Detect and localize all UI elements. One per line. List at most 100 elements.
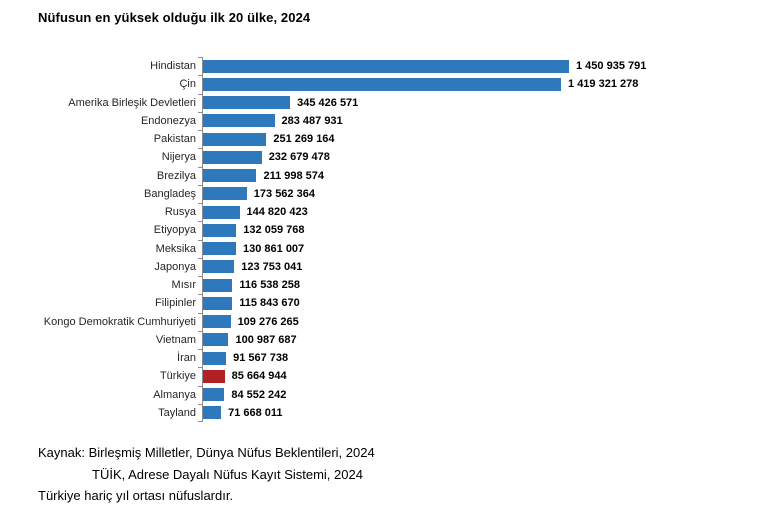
category-label: Bangladeş xyxy=(144,187,196,200)
value-label: 115 843 670 xyxy=(239,297,300,310)
category-label: Hindistan xyxy=(150,60,196,72)
bar-track: 109 276 265 xyxy=(203,313,748,331)
category-label: Kongo Demokratik Cumhuriyeti xyxy=(43,315,196,328)
bar-track: 232 679 478 xyxy=(203,148,748,166)
bar xyxy=(203,187,247,201)
category-label: Nijerya xyxy=(161,151,196,164)
bar xyxy=(203,59,569,73)
bar-row: Çin 1 419 321 278 xyxy=(38,75,748,93)
bar xyxy=(203,296,233,310)
value-label: 91 567 738 xyxy=(233,352,289,365)
bar-row: Meksika 130 861 007 xyxy=(38,240,748,258)
bar-row: Brezilya 211 998 574 xyxy=(38,167,748,185)
bar xyxy=(203,351,227,365)
bar xyxy=(203,315,231,329)
bar-row: Almanya 84 552 242 xyxy=(38,386,748,404)
category-label: Brezilya xyxy=(156,169,196,182)
bar xyxy=(203,77,562,91)
category-label: Çin xyxy=(179,78,196,91)
axis-tick xyxy=(198,404,202,405)
bar-row: Vietnam 100 987 687 xyxy=(38,331,748,349)
bar xyxy=(203,223,237,237)
bar-track: 173 562 364 xyxy=(203,185,748,203)
axis-tick xyxy=(198,349,202,350)
axis-tick xyxy=(198,75,202,76)
value-label: 144 820 423 xyxy=(246,206,308,219)
bar-track: 116 538 258 xyxy=(203,276,748,294)
axis-tick xyxy=(198,221,202,222)
bar xyxy=(203,169,257,183)
bar-row: Mısır 116 538 258 xyxy=(38,276,748,294)
axis-tick xyxy=(198,167,202,168)
value-label: 345 426 571 xyxy=(297,96,359,109)
bar-track: 84 552 242 xyxy=(203,386,748,404)
bar-row: Japonya 123 753 041 xyxy=(38,258,748,276)
bar-rows-container: Hindistan 1 450 935 791 Çin 1 419 321 278 Am… xyxy=(38,57,748,422)
bar-track: 283 487 931 xyxy=(203,112,748,130)
bar xyxy=(203,406,222,420)
category-label: Almanya xyxy=(153,388,196,401)
bar-track: 132 059 768 xyxy=(203,221,748,239)
bar-row: Kongo Demokratik Cumhuriyeti 109 276 265 xyxy=(38,313,748,331)
category-label: Rusya xyxy=(164,206,196,218)
bar-row: Bangladeş 173 562 364 xyxy=(38,185,748,203)
category-label: Japonya xyxy=(154,260,196,273)
category-label: Endonezya xyxy=(140,114,196,127)
bar-row: Amerika Birleşik Devletleri 345 426 571 xyxy=(38,94,748,112)
value-label: 84 552 242 xyxy=(231,388,287,401)
axis-tick xyxy=(198,421,202,422)
axis-tick xyxy=(198,57,202,58)
bar-track: 211 998 574 xyxy=(203,167,748,185)
bar-chart: Hindistan 1 450 935 791 Çin 1 419 321 278 Am… xyxy=(38,57,748,422)
axis-tick xyxy=(198,240,202,241)
value-label: 71 668 011 xyxy=(228,406,283,419)
bar xyxy=(203,132,267,146)
bar-track: 251 269 164 xyxy=(203,130,748,148)
bar-row: Pakistan 251 269 164 xyxy=(38,130,748,148)
value-label: 283 487 931 xyxy=(281,114,343,127)
value-label: 123 753 041 xyxy=(241,260,303,273)
axis-tick xyxy=(198,185,202,186)
bar-track: 115 843 670 xyxy=(203,294,748,312)
bar-track: 1 450 935 791 xyxy=(203,57,748,75)
bar-row: Endonezya 283 487 931 xyxy=(38,112,748,130)
axis-tick xyxy=(198,130,202,131)
axis-tick xyxy=(198,94,202,95)
bar-highlighted xyxy=(203,369,225,383)
chart-title: Nüfusun en yüksek olduğu ilk 20 ülke, 20… xyxy=(38,10,311,25)
category-label: Filipinler xyxy=(155,297,196,310)
bar xyxy=(203,333,229,347)
bar-row: Rusya 144 820 423 xyxy=(38,203,748,221)
bar-row: Etiyopya 132 059 768 xyxy=(38,221,748,239)
bar-track: 130 861 007 xyxy=(203,240,748,258)
axis-tick xyxy=(198,203,202,204)
value-label: 1 450 935 791 xyxy=(576,60,647,73)
bar-track: 144 820 423 xyxy=(203,203,748,221)
value-label: 232 679 478 xyxy=(268,151,330,164)
value-label: 173 562 364 xyxy=(253,187,315,200)
category-label: Mısır xyxy=(171,279,196,291)
axis-tick xyxy=(198,331,202,332)
bar xyxy=(203,260,235,274)
bar xyxy=(203,96,291,110)
source-line-2: TÜİK, Adrese Dayalı Nüfus Kayıt Sistemi,… xyxy=(92,466,363,482)
value-label: 100 987 687 xyxy=(235,333,297,346)
value-label: 132 059 768 xyxy=(243,224,305,237)
bar-row: Hindistan 1 450 935 791 xyxy=(38,57,748,75)
bar-track: 100 987 687 xyxy=(203,331,748,349)
value-label: 116 538 258 xyxy=(239,279,300,292)
value-label: 85 664 944 xyxy=(231,370,287,383)
bar-row: Türkiye 85 664 944 xyxy=(38,367,748,385)
value-label: 211 998 574 xyxy=(263,169,325,182)
category-label: İran xyxy=(177,352,196,364)
bar-track: 85 664 944 xyxy=(203,367,748,385)
source-line-1: Kaynak: Birleşmiş Milletler, Dünya Nüfus… xyxy=(38,445,375,460)
value-label: 109 276 265 xyxy=(237,315,299,328)
value-label: 130 861 007 xyxy=(243,242,305,255)
axis-tick xyxy=(198,386,202,387)
bar-track: 91 567 738 xyxy=(203,349,748,367)
axis-tick xyxy=(198,367,202,368)
value-label: 1 419 321 278 xyxy=(568,78,639,91)
bar-row: İran 91 567 738 xyxy=(38,349,748,367)
bar xyxy=(203,114,275,128)
